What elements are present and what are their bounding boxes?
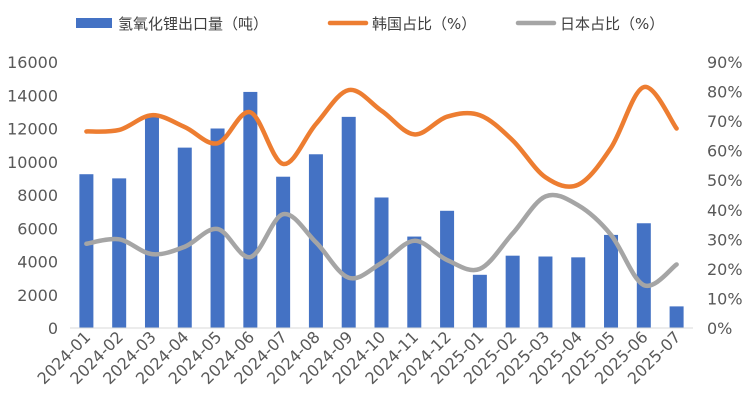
bar: [604, 234, 619, 328]
legend-label: 韩国占比（%）: [372, 15, 476, 33]
legend-item-japan-share: 日本占比（%）: [515, 15, 664, 33]
bar: [571, 257, 586, 328]
bar: [276, 176, 291, 328]
bar: [177, 147, 192, 328]
right-axis: 0% 10% 20% 30% 40% 50% 60% 70% 80% 90%: [707, 53, 743, 338]
left-tick-label: 0: [48, 319, 58, 338]
left-tick-label: 12000: [7, 120, 58, 139]
right-tick-label: 80%: [707, 83, 743, 102]
right-tick-label: 50%: [707, 171, 743, 190]
left-tick-label: 4000: [17, 253, 58, 272]
legend-label: 氢氧化锂出口量（吨）: [118, 15, 268, 33]
bar: [669, 306, 684, 328]
right-tick-label: 10%: [707, 289, 743, 308]
bar: [341, 116, 356, 328]
line-series: [84, 84, 679, 289]
legend-label: 日本占比（%）: [560, 15, 664, 33]
left-tick-label: 16000: [7, 53, 58, 72]
bar: [636, 223, 651, 328]
right-tick-label: 60%: [707, 142, 743, 161]
bar: [79, 174, 94, 328]
right-tick-label: 0%: [707, 319, 732, 338]
bar: [407, 236, 422, 328]
right-tick-label: 20%: [707, 260, 743, 279]
bar: [144, 116, 159, 328]
bar: [112, 178, 127, 328]
right-tick-label: 30%: [707, 230, 743, 249]
right-tick-label: 40%: [707, 201, 743, 220]
legend-item-korea-share: 韩国占比（%）: [327, 15, 476, 33]
legend: 氢氧化锂出口量（吨） 韩国占比（%） 日本占比（%）: [76, 15, 664, 33]
left-tick-label: 2000: [17, 286, 58, 305]
bar-series: [79, 91, 684, 328]
bar: [505, 255, 520, 328]
right-tick-label: 70%: [707, 112, 743, 131]
bar: [243, 91, 258, 328]
legend-swatch: [76, 18, 112, 28]
right-tick-label: 90%: [707, 53, 743, 72]
left-tick-label: 6000: [17, 219, 58, 238]
legend-item-export-volume: 氢氧化锂出口量（吨）: [76, 15, 268, 33]
bar: [440, 210, 455, 328]
left-tick-label: 10000: [7, 153, 58, 172]
bar: [538, 256, 553, 328]
left-axis: 0 2000 4000 6000 8000 10000 12000 14000 16000: [7, 53, 58, 338]
japan-share-line: [84, 192, 679, 289]
left-tick-label: 14000: [7, 86, 58, 105]
bar: [472, 274, 487, 328]
left-tick-label: 8000: [17, 186, 58, 205]
x-axis: 2024-012024-022024-032024-042024-052024-…: [34, 327, 693, 388]
korea-share-line: [84, 84, 679, 189]
